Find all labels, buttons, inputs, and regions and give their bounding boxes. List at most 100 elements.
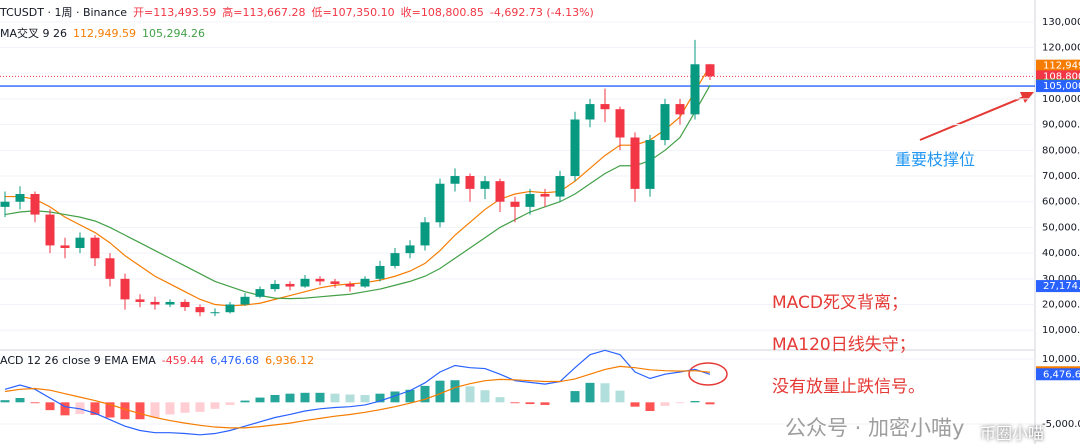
candle-body [405,245,415,254]
candle-body [360,278,370,287]
histogram-bar [480,390,490,403]
macd-line [4,365,711,429]
price-tag [1036,368,1080,381]
candle-body [600,104,610,110]
y-tick-label: 30,000.00 [1042,274,1080,285]
histogram-bar [180,402,190,413]
price-tag-label: 105,000. [1043,81,1080,92]
candle-body [435,183,445,223]
macd-label: ACD 12 26 close 9 EMA EMA [0,354,156,367]
histogram-bar [30,402,40,404]
candle-body [630,137,640,189]
y-tick-label: 50,000.00 [1042,222,1080,233]
candle-body [420,222,430,246]
histogram-bar [630,402,640,407]
ma-line [4,85,711,300]
arrow-head [1020,92,1034,103]
histogram-bar [0,400,10,403]
annotation: 重要枝撑位 [895,150,976,169]
y-tick-label: 20,000.00 [1042,300,1080,311]
candle-body [75,237,85,248]
histogram-bar [345,394,355,403]
price-tag [1036,80,1080,93]
candle-body [480,181,490,189]
candle-body [450,176,460,184]
y-tick-label: 60,000.00 [1042,197,1080,208]
legend-value: -4,692.73 (-4.13%) [489,6,594,19]
candle-body [585,104,595,120]
highlight-ellipse [688,362,728,386]
candle-body [225,304,235,313]
histogram-bar [600,383,610,403]
histogram-bar [615,390,625,403]
candle-body [105,258,115,279]
candle-body [555,176,565,197]
histogram-bar [240,400,250,403]
candle-body [645,140,655,189]
candle-body [60,245,70,248]
annotation: MACD死叉背离； [772,293,908,313]
histogram-bar [255,397,265,403]
macd-legend: ACD 12 26 close 9 EMA EMA -459.44 6,476.68… [0,354,326,367]
histogram-bar [570,391,580,403]
candle-body [675,104,685,115]
candle-body [525,194,535,207]
histogram-bar [105,402,115,418]
candle-body [285,283,295,287]
candle-body [330,281,340,284]
candle-body [240,296,250,305]
legend-value: 低=107,350.10 [311,6,395,19]
histogram-bar [435,380,445,403]
candle-body [150,301,160,305]
histogram-bar [45,402,55,411]
legend-value: 6,476.68 [210,354,260,367]
candle-body [570,119,580,177]
annotation: MA120日线失守； [772,335,916,355]
candle-body [495,181,505,202]
candle-body [255,289,265,297]
histogram-bar [510,402,520,404]
histogram-bar [150,402,160,418]
ma-legend: MA交叉 9 26 112,949.59 105,294.26 [0,25,211,41]
histogram-bar [165,402,175,415]
histogram-bar [450,380,460,403]
arrow-shaft [919,95,1027,141]
histogram-bar [465,386,475,403]
histogram-bar [15,398,25,403]
candle-body [180,301,190,308]
histogram-bar [120,402,130,420]
y-tick-label: 120,000.00 [1042,43,1080,54]
price-tag [1036,59,1080,72]
candle-body [375,265,385,279]
histogram-bar [585,382,595,403]
y-tick-label: 100,000.00 [1042,94,1080,105]
histogram-bar [360,394,370,403]
histogram-bar [195,402,205,412]
y-tick-label: 40,000.00 [1042,248,1080,259]
candle-body [690,64,700,115]
candle-body [465,176,475,189]
indicator-label: MA交叉 9 26 [0,27,68,40]
y-tick-label: 130,000.00 [1042,17,1080,28]
histogram-bar [270,394,280,403]
price-tag [1036,70,1080,83]
candle-body [195,307,205,313]
histogram-bar [75,402,85,415]
annotation: 没有放量止跌信号。 [772,377,925,397]
histogram-bar [300,392,310,403]
candle-body [45,214,55,246]
histogram-bar [525,402,535,405]
histogram-bar [315,392,325,403]
candle-body [510,201,520,207]
symbol: TCUSDT · 1周 · Binance [0,6,128,19]
histogram-bar [495,397,505,403]
histogram-bar [90,402,100,415]
histogram-bar [390,391,400,403]
price-tag [1036,280,1080,293]
histogram-bar [675,402,685,404]
candle-body [210,312,220,314]
histogram-bar [420,385,430,403]
histogram-bar [705,402,715,405]
watermark: 币圈小喵 [980,424,1045,443]
